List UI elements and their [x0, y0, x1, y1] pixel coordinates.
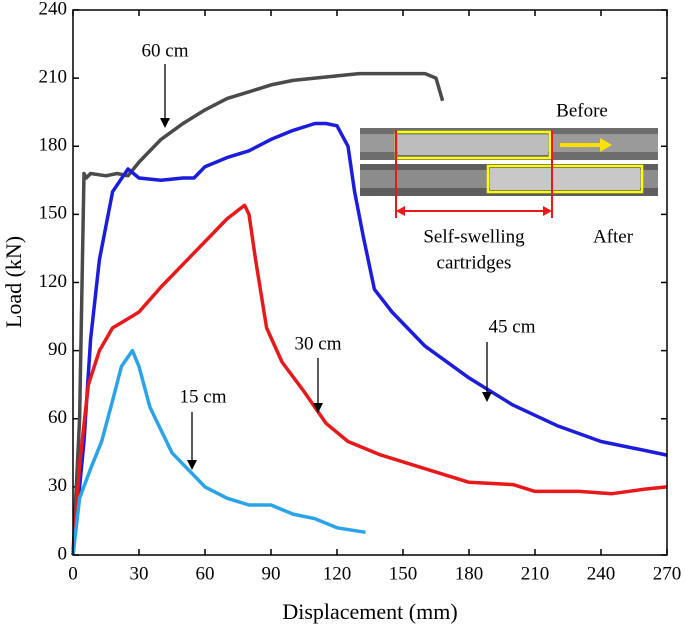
inset-caption: Self-swelling	[423, 226, 525, 247]
series-annotation: 60 cm	[142, 40, 189, 61]
y-tick-label: 180	[39, 135, 68, 156]
y-tick-label: 0	[58, 543, 68, 564]
inset-label: After	[593, 226, 634, 247]
inset-caption: cartridges	[437, 252, 512, 273]
y-tick-label: 240	[39, 0, 68, 19]
annotation-arrowhead	[313, 403, 323, 413]
series-line	[71, 348, 366, 556]
x-tick-label: 210	[521, 563, 550, 584]
y-tick-label: 90	[48, 339, 67, 360]
y-axis-label: Load (kN)	[1, 236, 26, 328]
inset-photo	[360, 128, 658, 218]
x-tick-label: 180	[455, 563, 484, 584]
y-tick-label: 150	[39, 203, 68, 224]
y-tick-label: 30	[48, 475, 67, 496]
x-tick-label: 270	[653, 563, 682, 584]
annotation-arrowhead	[482, 392, 492, 402]
annotation-arrowhead	[160, 118, 170, 128]
x-tick-label: 30	[130, 563, 149, 584]
x-axis-label: Displacement (mm)	[282, 599, 457, 624]
x-tick-label: 120	[323, 563, 352, 584]
x-tick-label: 60	[196, 563, 215, 584]
y-tick-label: 60	[48, 407, 67, 428]
series-line	[71, 121, 668, 556]
x-tick-label: 240	[587, 563, 616, 584]
y-tick-label: 120	[39, 271, 68, 292]
series-annotation: 30 cm	[295, 333, 342, 354]
series-annotation: 45 cm	[489, 316, 536, 337]
y-tick-label: 210	[39, 66, 68, 87]
plot-frame	[72, 9, 668, 556]
series-annotation: 15 cm	[180, 386, 227, 407]
series-line	[71, 71, 445, 556]
x-tick-label: 90	[262, 563, 281, 584]
annotation-arrowhead	[187, 460, 197, 470]
x-tick-label: 150	[389, 563, 418, 584]
inset-label: Before	[556, 100, 608, 121]
series-line	[71, 203, 668, 556]
x-tick-label: 0	[68, 563, 78, 584]
